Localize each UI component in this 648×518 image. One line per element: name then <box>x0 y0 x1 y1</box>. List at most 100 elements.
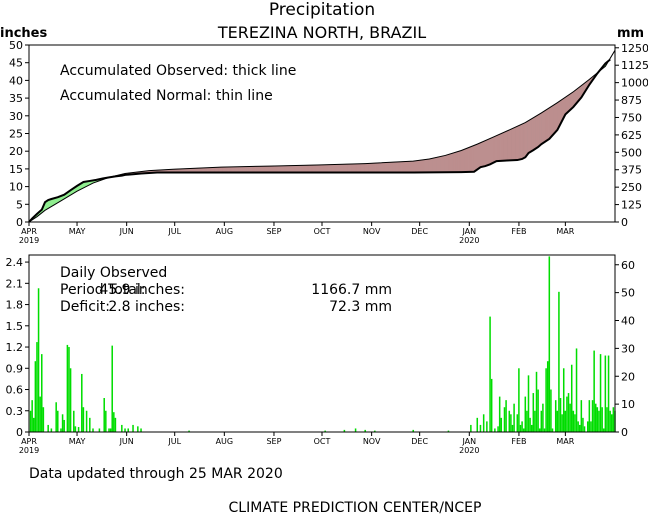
x-tick-label: DEC <box>411 227 428 236</box>
right-tick-label: 20 <box>621 370 635 383</box>
daily-bar <box>92 428 94 432</box>
daily-bar <box>74 426 77 432</box>
daily-bar <box>580 400 583 432</box>
x-tick-label: AUG <box>216 437 234 446</box>
right-tick-label: 40 <box>621 315 635 328</box>
daily-bar <box>559 398 562 432</box>
x-tick-label: APR <box>21 227 37 236</box>
right-tick-label: 0 <box>621 426 628 439</box>
daily-bar <box>548 256 551 432</box>
daily-title: Daily Observed <box>60 265 167 281</box>
top-x-axis: APR MAY JUN JUL AUG SEP OCT NOV DEC JAN FEB MAR 2019… <box>19 222 575 245</box>
left-tick-label: 40 <box>9 74 23 87</box>
x-tick-label: SEP <box>266 227 281 236</box>
x-tick-label: JUL <box>167 437 181 446</box>
left-tick-label: 50 <box>9 39 23 52</box>
bottom-right-axis: 0 10 20 30 40 50 60 <box>615 259 635 439</box>
daily-bar <box>513 403 515 432</box>
x-tick-label: JUN <box>119 227 134 236</box>
daily-bar <box>524 396 527 432</box>
daily-bar <box>545 368 547 432</box>
left-tick-label: 0.6 <box>6 384 24 397</box>
x-tick-label: FEB <box>511 227 526 236</box>
left-unit-label: inches <box>0 26 47 41</box>
right-tick-label: 60 <box>621 259 635 272</box>
daily-bar <box>594 403 597 432</box>
stat-total-inches: 45.9 inches: <box>99 282 185 298</box>
right-tick-label: 1125 <box>621 59 648 72</box>
daily-bar <box>564 410 567 432</box>
x-year-label: 2020 <box>459 236 479 245</box>
daily-bar <box>607 355 610 432</box>
daily-bar <box>37 288 40 432</box>
daily-bar <box>537 389 539 432</box>
x-year-label: 2019 <box>19 446 39 455</box>
stat-total-label: Period Total: <box>60 282 146 298</box>
daily-bar <box>542 403 544 432</box>
daily-bar <box>606 407 608 432</box>
left-tick-label: 0 <box>16 216 23 229</box>
daily-bar <box>61 414 64 432</box>
x-tick-label: JUL <box>167 227 181 236</box>
daily-bar <box>447 430 450 432</box>
daily-bar <box>81 373 83 432</box>
credit-line: CLIMATE PREDICTION CENTER/NCEP <box>229 500 482 516</box>
daily-bar <box>39 396 41 432</box>
right-tick-label: 500 <box>621 146 642 159</box>
daily-bar <box>188 430 190 432</box>
daily-bar <box>85 410 88 432</box>
top-right-axis: 0 125 250 375 500 625 750 875 1000 1125 1250 <box>615 42 648 229</box>
daily-bar <box>109 428 112 432</box>
daily-bar <box>498 396 501 432</box>
daily-bar <box>556 410 559 432</box>
left-tick-label: 1.5 <box>6 320 24 333</box>
daily-bar <box>41 354 43 432</box>
right-tick-label: 625 <box>621 129 642 142</box>
left-tick-label: 30 <box>9 110 23 123</box>
stat-total-mm: 1166.7 mm <box>311 282 392 298</box>
daily-bar <box>572 410 575 432</box>
x-tick-label: MAY <box>69 437 86 446</box>
daily-bar <box>519 424 522 432</box>
daily-bar <box>47 424 49 432</box>
daily-bar <box>113 412 115 432</box>
daily-bar <box>36 342 38 432</box>
daily-bar <box>486 421 488 432</box>
daily-bar <box>521 421 523 432</box>
chart-title: Precipitation <box>269 0 375 20</box>
left-tick-label: 35 <box>9 92 23 105</box>
daily-bar <box>60 428 62 432</box>
daily-bar <box>526 410 528 432</box>
daily-panel: 00.30.60.91.21.51.82.12.4 0102030405060 … <box>6 254 635 455</box>
left-tick-label: 0.3 <box>6 405 24 418</box>
daily-bar <box>518 368 520 432</box>
x-tick-label: NOV <box>363 227 381 236</box>
observed-line <box>28 58 611 223</box>
x-year-label: 2020 <box>459 446 479 455</box>
daily-bar <box>516 414 519 432</box>
top-left-axis: 0 5 10 15 20 25 30 35 40 45 50 <box>9 39 29 229</box>
daily-bar <box>63 419 65 432</box>
daily-bar <box>127 428 129 432</box>
left-tick-label: 25 <box>9 128 23 141</box>
x-tick-label: MAR <box>556 437 574 446</box>
daily-bar <box>583 426 586 432</box>
daily-bar <box>598 410 600 432</box>
daily-bar <box>343 429 346 432</box>
right-tick-label: 10 <box>621 398 635 411</box>
daily-bar <box>609 410 611 432</box>
right-tick-label: 0 <box>621 216 628 229</box>
daily-bar <box>602 428 605 432</box>
daily-bar <box>73 410 75 432</box>
bottom-left-axis: 0 0.3 0.6 0.9 1.2 1.5 1.8 2.1 2.4 <box>6 256 29 439</box>
daily-bar <box>500 417 503 432</box>
daily-bar <box>530 424 533 432</box>
daily-bar <box>511 424 514 432</box>
daily-bar <box>111 345 113 432</box>
daily-bar <box>34 361 37 432</box>
left-tick-label: 1.2 <box>6 341 24 354</box>
stat-deficit-label: Deficit: <box>60 299 110 315</box>
daily-bar <box>532 393 535 432</box>
daily-bar <box>601 407 603 432</box>
daily-bar <box>497 426 499 432</box>
